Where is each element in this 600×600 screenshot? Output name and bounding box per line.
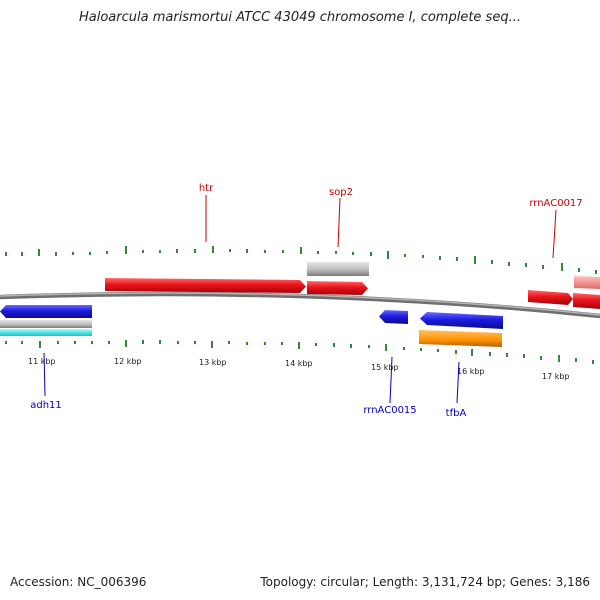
genome-backbone bbox=[0, 291, 600, 319]
leader-tfbA bbox=[456, 361, 460, 404]
genome-backbone-highlight bbox=[0, 292, 600, 316]
scale-label: 12 kbp bbox=[114, 357, 142, 366]
gene-rrnAC0015-arrow[interactable] bbox=[379, 310, 408, 324]
scale-label: 15 kbp bbox=[371, 363, 399, 372]
gene-labels: htr sop2 rrnAC0017 adh11 rrnAC0015 tfbA bbox=[30, 183, 582, 419]
gene-rrnAC0017-arrow[interactable] bbox=[528, 290, 573, 305]
gene-right-pink-arrow[interactable] bbox=[574, 276, 600, 289]
leader-adh11 bbox=[43, 352, 46, 397]
leader-rrnAC0017 bbox=[552, 209, 557, 259]
orange-feature-tfbA[interactable] bbox=[419, 330, 502, 347]
rna-feature-adh11[interactable] bbox=[0, 320, 92, 328]
scale-label: 16 kbp bbox=[457, 367, 485, 376]
gene-label-rrnAC0017[interactable]: rrnAC0017 bbox=[529, 198, 582, 209]
gene-label-adh11[interactable]: adh11 bbox=[30, 400, 62, 411]
map-title: Haloarcula marismortui ATCC 43049 chromo… bbox=[79, 10, 521, 25]
leader-sop2 bbox=[337, 197, 341, 248]
accession-text: Accession: NC_006396 bbox=[10, 575, 147, 589]
leader-rrnAC0015 bbox=[389, 356, 393, 404]
upper-tick-row bbox=[5, 246, 597, 274]
gene-sop2-arrow[interactable] bbox=[307, 281, 368, 295]
scale-label: 11 kbp bbox=[28, 357, 56, 366]
label-leaders bbox=[43, 195, 557, 404]
gene-tfbA-arrow[interactable] bbox=[420, 312, 503, 329]
gene-label-rrnAC0015[interactable]: rrnAC0015 bbox=[363, 405, 416, 416]
scale-label: 17 kbp bbox=[542, 372, 570, 381]
gene-label-htr[interactable]: htr bbox=[199, 183, 214, 194]
gene-right-red-arrow[interactable] bbox=[573, 293, 600, 309]
gene-adh11-arrow[interactable] bbox=[0, 305, 92, 318]
scale-labels: 11 kbp 12 kbp 13 kbp 14 kbp 15 kbp 16 kb… bbox=[28, 357, 570, 381]
genome-summary-text: Topology: circular; Length: 3,131,724 bp… bbox=[260, 575, 590, 589]
lower-tick-row bbox=[5, 340, 594, 364]
cyan-feature-adh11[interactable] bbox=[0, 329, 92, 336]
gene-htr-arrow[interactable] bbox=[105, 278, 306, 293]
scale-label: 13 kbp bbox=[199, 358, 227, 367]
gene-label-tfbA[interactable]: tfbA bbox=[446, 408, 467, 419]
scale-label: 14 kbp bbox=[285, 359, 313, 368]
gene-label-sop2[interactable]: sop2 bbox=[329, 187, 353, 198]
rna-feature-sop2[interactable] bbox=[307, 262, 369, 276]
